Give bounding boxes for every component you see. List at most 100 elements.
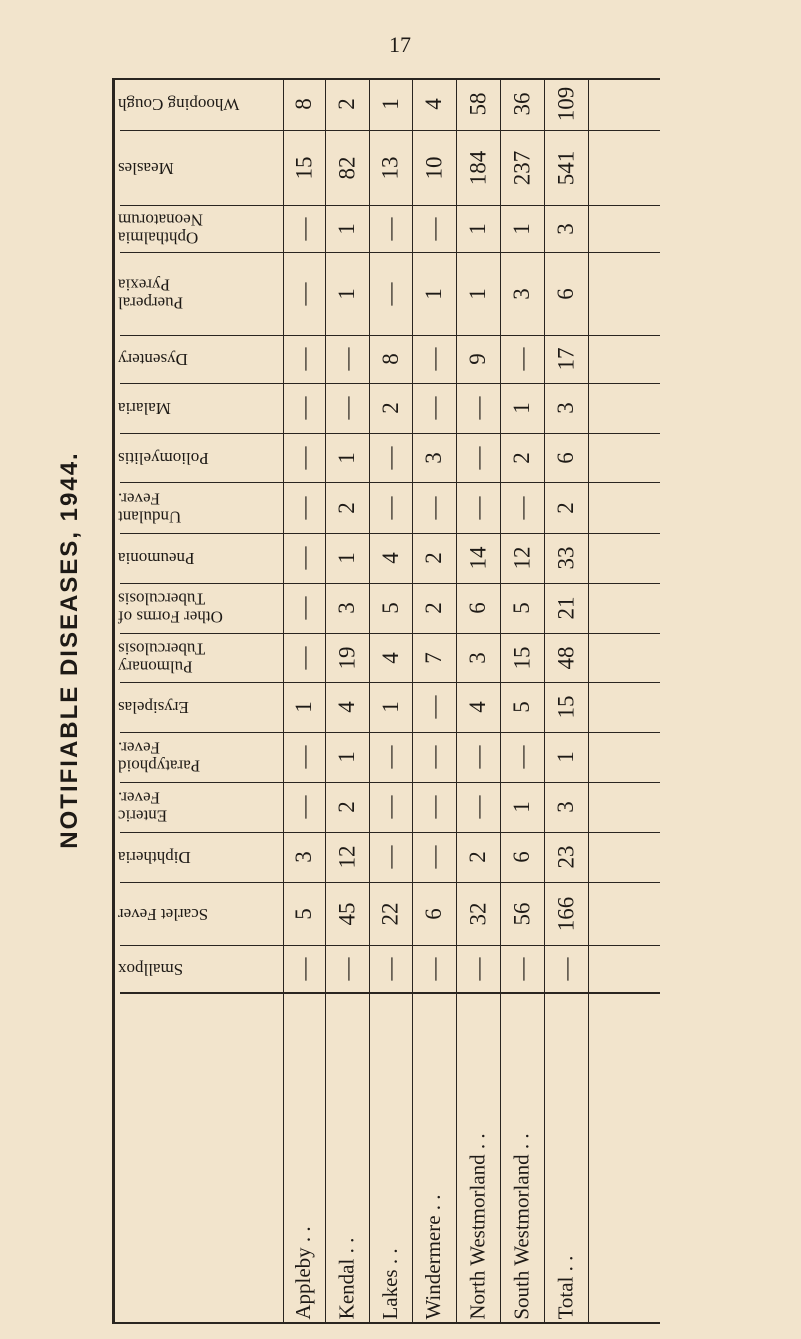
cell-value: 45 [334,902,359,925]
disease-header: Undulant Fever. [118,482,275,533]
cell-value: 237 [509,150,534,185]
table-cell: 8 [283,78,325,130]
row-rule [120,633,660,634]
cell-value: 7 [421,651,446,664]
district-header: North Westmorland . . [456,992,500,1322]
table-cell: — [369,205,412,252]
table-cell: — [283,633,325,682]
cell-value: 109 [553,86,578,122]
cell-value: 12 [509,546,534,570]
cell-value: 15 [553,695,578,719]
cell-value: 166 [553,896,578,931]
row-rule [120,832,660,833]
table-cell: 3 [456,633,500,682]
cell-value: — [377,957,403,980]
row-rule [120,782,660,783]
cell-value: 17 [553,347,578,371]
cell-value: 6 [553,287,578,300]
cell-value: — [291,496,316,519]
table-cell: 13 [369,130,412,205]
table-cell: 2 [500,433,544,482]
table-cell: 2 [412,583,456,633]
cell-value: — [291,282,316,305]
table-cell: — [412,782,456,832]
cell-value: 541 [553,150,578,185]
table-cell: 237 [500,130,544,205]
table-cell: — [283,383,325,433]
table-cell: 4 [369,533,412,583]
cell-value: — [465,496,490,519]
disease-header: Paratyphoid Fever. [118,732,275,782]
disease-label: Malaria [118,398,171,418]
row-rule [120,205,660,206]
table-cell: 8 [369,335,412,383]
cell-value: — [377,217,403,240]
table-cell: 3 [544,782,588,832]
district-label: Kendal . . [334,1237,359,1320]
cell-value: 4 [465,701,490,713]
cell-value: — [377,446,403,469]
disease-header: Poliomyelitis [118,433,275,482]
disease-label: Smallpox [118,959,184,979]
table-cell: 48 [544,633,588,682]
table-cell: — [456,482,500,533]
cell-value: 2 [421,552,446,564]
column-rule [500,78,501,1322]
table-cell: 4 [325,682,369,732]
table-cell: — [456,945,500,992]
disease-label: Ophthalmia Neonatorum [118,210,203,248]
cell-value: — [291,795,316,819]
table-cell: 21 [544,583,588,633]
disease-label: Dysentery [118,349,188,369]
table-cell: — [500,945,544,992]
table-cell: — [500,482,544,533]
table-cell: 33 [544,533,588,583]
cell-value: 56 [509,902,534,925]
district-header: Kendal . . [325,992,369,1322]
table-cell: 9 [456,335,500,383]
cell-value: — [334,396,359,420]
cell-value: — [421,795,446,819]
cell-value: 36 [509,92,534,116]
table-cell: 6 [500,832,544,882]
table-cell: 58 [456,78,500,130]
cell-value: 15 [509,646,534,669]
table-cell: 1 [500,383,544,433]
table-cell: 1 [369,682,412,732]
district-header: Lakes . . [369,992,412,1322]
cell-value: 3 [291,851,316,863]
disease-header: Diphtheria [118,832,275,882]
row-rule [120,130,660,131]
disease-header: Scarlet Fever [118,882,275,945]
cell-value: 1 [334,751,359,763]
disease-header: Enteric Fever. [118,782,275,832]
cell-value: 5 [291,907,316,920]
cell-value: — [421,845,446,869]
table-cell: — [456,782,500,832]
cell-value: — [421,347,446,371]
page-number: 17 [389,32,411,57]
table-left-border [112,78,115,1322]
row-rule [120,992,660,994]
cell-value: — [291,546,316,570]
table-cell: — [283,732,325,782]
cell-value: — [377,795,403,819]
column-rule [283,78,284,1322]
table-cell: — [325,335,369,383]
table-cell: 1 [456,205,500,252]
table-cell: — [369,782,412,832]
disease-label: Other Forms of Tuberculosis [118,590,223,627]
cell-value: 1 [291,701,316,713]
cell-value: 82 [334,156,359,179]
district-label: Lakes . . [378,1248,402,1320]
table-cell: 3 [325,583,369,633]
table-cell: 23 [544,832,588,882]
district-label: Total . . [553,1255,578,1320]
disease-label: Scarlet Fever [118,904,209,924]
cell-value: 3 [334,602,359,614]
table-cell: 2 [325,782,369,832]
disease-header: Pneumonia [118,533,275,583]
table-cell: 7 [412,633,456,682]
table-cell: 4 [456,682,500,732]
